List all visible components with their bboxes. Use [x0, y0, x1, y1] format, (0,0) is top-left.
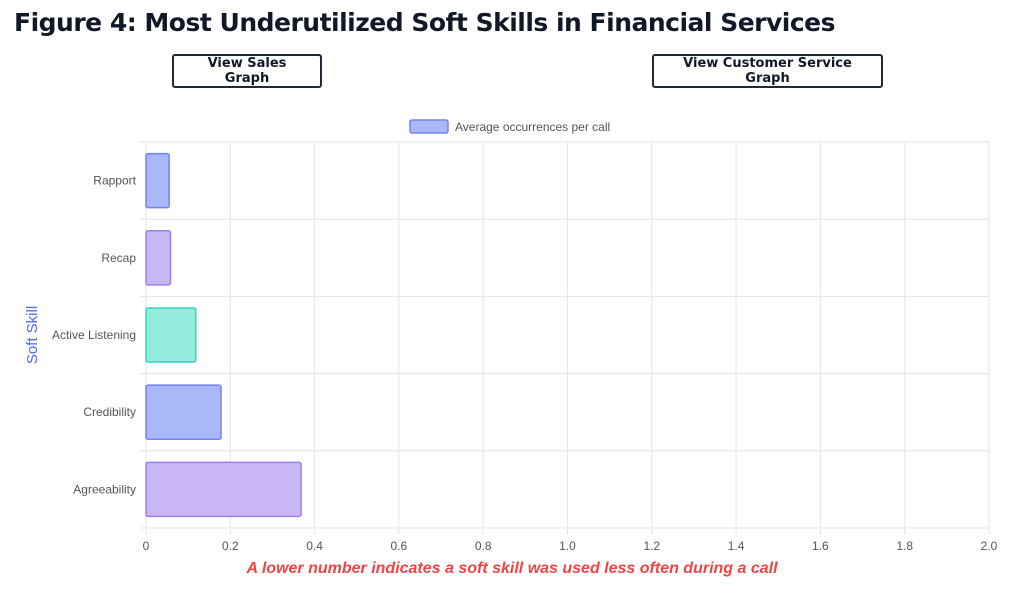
x-tick-label: 1.4 [728, 539, 745, 553]
bar-agreeability[interactable] [145, 461, 302, 518]
x-tick-label: 0.2 [222, 539, 239, 553]
chart-legend[interactable]: Average occurrences per call [409, 119, 610, 134]
y-axis-label: Soft Skill [24, 306, 41, 364]
view-sales-graph-button[interactable]: View Sales Graph [172, 54, 322, 88]
x-tick-label: 1.8 [896, 539, 913, 553]
chart-footnote: A lower number indicates a soft skill wa… [246, 560, 778, 577]
category-label: Credibility [83, 405, 136, 419]
category-labels: Rapport Recap Active Listening Credibility A… [52, 174, 137, 497]
bar-active-listening[interactable] [145, 307, 197, 363]
x-tick-label: 0.8 [475, 539, 492, 553]
view-customer-service-graph-button[interactable]: View Customer Service Graph [652, 54, 883, 88]
x-tick-label: 0.4 [306, 539, 323, 553]
x-tick-label: 0 [143, 539, 150, 553]
bar-recap[interactable] [145, 230, 172, 286]
figure-title: Figure 4: Most Underutilized Soft Skills… [14, 8, 836, 37]
x-tick-label: 0.6 [391, 539, 408, 553]
x-tick-label: 1.0 [559, 539, 576, 553]
chart-grid [140, 141, 990, 534]
category-label: Recap [101, 251, 136, 265]
x-tick-label: 1.6 [812, 539, 829, 553]
category-label: Active Listening [52, 328, 136, 342]
legend-swatch [409, 119, 449, 134]
category-label: Agreeability [73, 482, 136, 496]
x-tick-label: 1.2 [643, 539, 660, 553]
bar-rapport[interactable] [145, 152, 170, 209]
legend-label: Average occurrences per call [455, 120, 610, 134]
x-axis-ticks: 0 0.2 0.4 0.6 0.8 1.0 1.2 1.4 1.6 1.8 2.0 [143, 539, 998, 553]
category-label: Rapport [93, 174, 136, 188]
bar-credibility[interactable] [145, 384, 222, 440]
chart-bars [145, 152, 302, 518]
x-tick-label: 2.0 [981, 539, 998, 553]
